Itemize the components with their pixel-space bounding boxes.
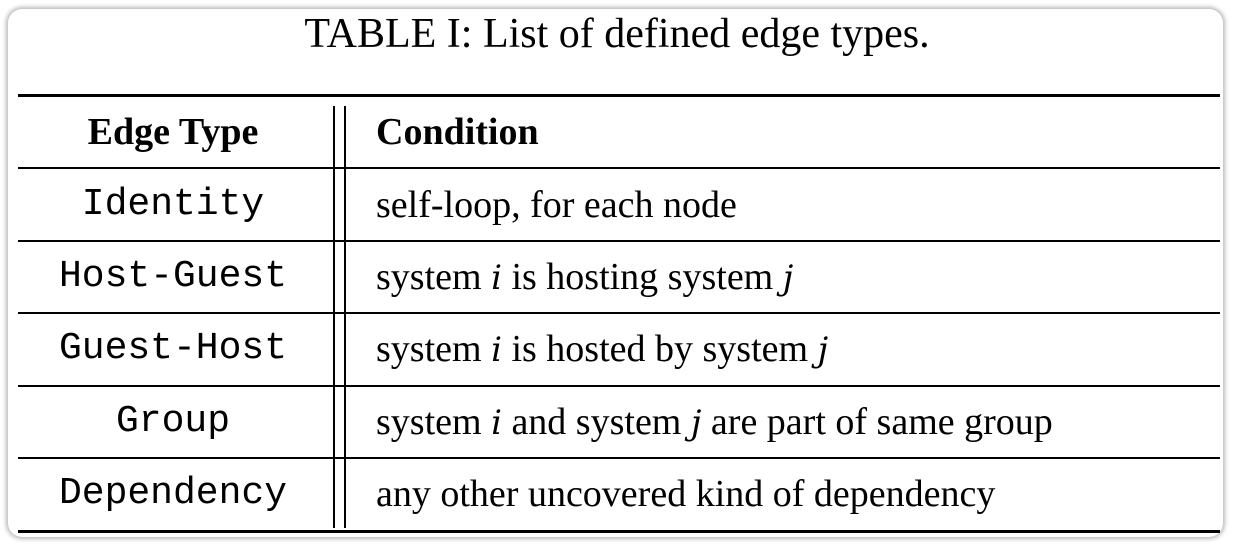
double-vertical-rule-right <box>344 106 346 528</box>
edge-type-cell: Group <box>115 400 231 443</box>
condition-text: are part of same group <box>701 401 1053 443</box>
math-variable: j <box>690 403 702 443</box>
edge-type-cell: Identity <box>81 183 265 226</box>
table-caption: TABLE I: List of defined edge types. <box>304 11 930 57</box>
table-top-rule <box>18 94 1220 97</box>
table-card <box>8 9 1223 537</box>
row-separator-rule <box>18 240 1220 242</box>
condition-text: system <box>376 256 492 298</box>
edge-type-cell: Dependency <box>58 472 288 515</box>
math-variable: j <box>782 258 794 298</box>
edge-type-cell: Guest-Host <box>58 327 288 370</box>
double-vertical-rule-left <box>333 106 335 528</box>
row-separator-rule <box>18 457 1220 459</box>
math-variable: i <box>491 403 502 443</box>
condition-cell: self-loop, for each node <box>376 170 737 240</box>
condition-text: self-loop, for each node <box>376 184 737 226</box>
condition-text: is hosted by system <box>501 328 818 370</box>
table-bottom-rule <box>18 530 1220 533</box>
condition-cell: system i is hosted by system j <box>376 314 828 384</box>
header-rule <box>18 167 1220 169</box>
header-edge-type: Edge Type <box>87 111 259 153</box>
condition-text: system <box>376 401 492 443</box>
condition-text: and system <box>501 401 691 443</box>
condition-text: system <box>376 328 492 370</box>
math-variable: j <box>817 330 829 370</box>
condition-cell: system i is hosting system j <box>376 242 793 312</box>
math-variable: i <box>491 258 502 298</box>
math-variable: i <box>491 330 502 370</box>
condition-text: is hosting system <box>501 256 783 298</box>
condition-text: any other uncovered kind of dependency <box>376 473 996 515</box>
row-separator-rule <box>18 385 1220 387</box>
condition-cell: any other uncovered kind of dependency <box>376 459 995 529</box>
header-condition: Condition <box>376 111 539 153</box>
row-separator-rule <box>18 312 1220 314</box>
edge-type-cell: Host-Guest <box>58 255 288 298</box>
condition-cell: system i and system j are part of same g… <box>376 387 1053 457</box>
